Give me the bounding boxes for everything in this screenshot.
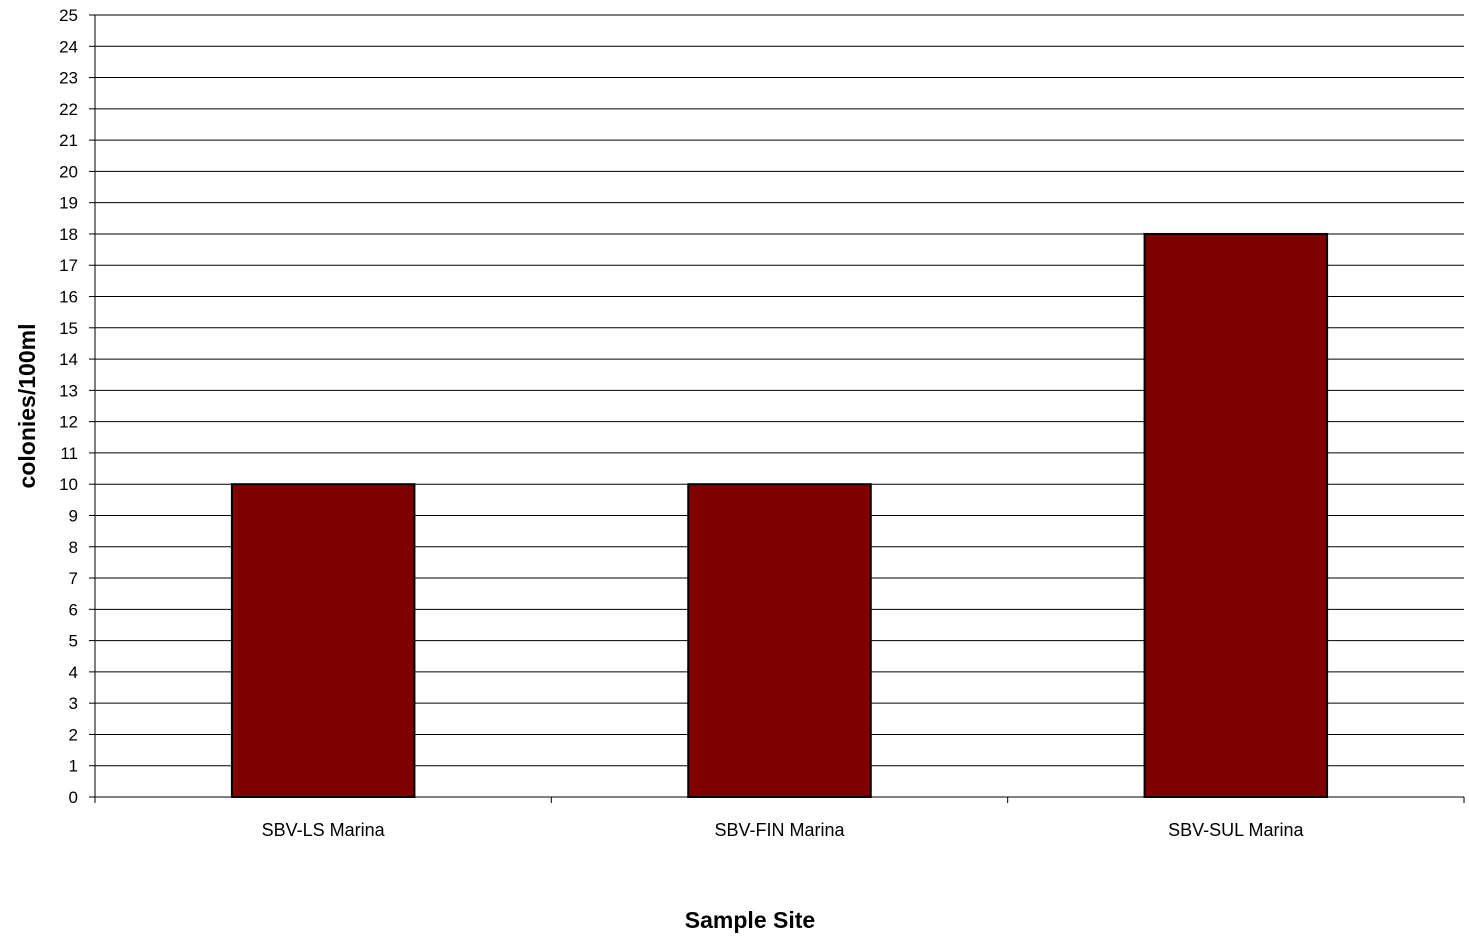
y-tick-label: 17 xyxy=(59,256,78,275)
y-tick-label: 8 xyxy=(69,538,78,557)
x-category-label: SBV-LS Marina xyxy=(262,820,386,840)
x-category-label: SBV-FIN Marina xyxy=(714,820,845,840)
y-tick-label: 22 xyxy=(59,100,78,119)
x-tick-labels: SBV-LS Marina SBV-FIN Marina SBV-SUL Marin… xyxy=(262,820,1305,840)
y-tick-label: 19 xyxy=(59,194,78,213)
y-tick-label: 20 xyxy=(59,162,78,181)
y-tick-label: 0 xyxy=(69,788,78,807)
y-tick-label: 25 xyxy=(59,6,78,25)
y-tick-label: 11 xyxy=(60,444,78,463)
y-tick-label: 2 xyxy=(69,725,78,744)
y-tick-label: 15 xyxy=(59,319,78,338)
y-tick-label: 10 xyxy=(59,475,78,494)
y-tick-label: 3 xyxy=(69,694,78,713)
y-tick-label: 1 xyxy=(69,757,78,776)
y-tick-label: 6 xyxy=(69,600,78,619)
y-tick-label: 16 xyxy=(59,288,78,307)
y-tick-label: 21 xyxy=(59,131,78,150)
bars xyxy=(230,232,1329,798)
y-tick-label: 18 xyxy=(59,225,78,244)
y-tick-label: 24 xyxy=(59,37,78,56)
axes xyxy=(89,14,1465,803)
bar-1 xyxy=(230,483,416,798)
bar-2 xyxy=(687,483,872,798)
y-tick-label: 13 xyxy=(59,381,78,400)
y-tick-label: 9 xyxy=(69,506,78,525)
y-tick-label: 23 xyxy=(59,69,78,88)
y-tick-label: 14 xyxy=(59,350,78,369)
y-tick-label: 4 xyxy=(69,663,78,682)
y-tick-label: 12 xyxy=(59,413,78,432)
x-axis-title: Sample Site xyxy=(685,907,815,933)
y-axis-title: colonies/100ml xyxy=(14,324,40,489)
y-tick-label: 7 xyxy=(69,569,78,588)
bar-3 xyxy=(1143,232,1329,798)
y-tick-label: 5 xyxy=(69,632,78,651)
x-category-label: SBV-SUL Marina xyxy=(1168,820,1304,840)
y-tick-labels: 0123456789101112131415161718192021222324… xyxy=(59,6,78,807)
